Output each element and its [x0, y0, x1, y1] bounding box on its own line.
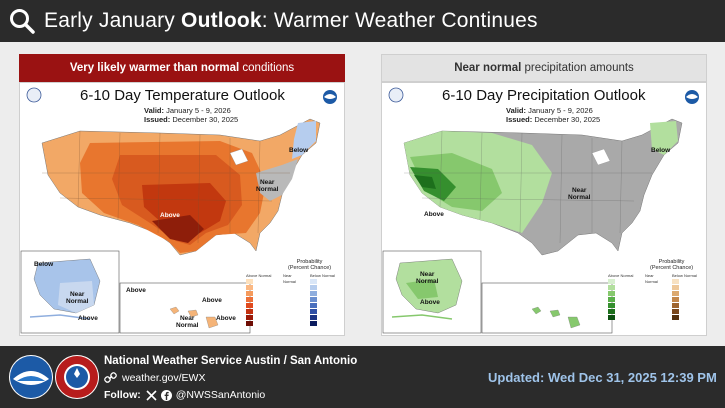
temperature-map-graphic [20, 87, 337, 334]
temperature-map[interactable]: 6-10 Day Temperature Outlook Valid: Janu… [19, 82, 345, 336]
legend-swatch [246, 285, 271, 291]
facebook-icon[interactable] [160, 389, 172, 401]
search-icon [10, 9, 35, 34]
temp-legend-near: Near Normal [283, 273, 296, 284]
legend-swatch [310, 297, 335, 303]
nws-logo-icon [56, 356, 98, 398]
temp-alaska-below: Below [34, 261, 54, 268]
website-link[interactable]: weather.gov/EWX [104, 372, 205, 384]
page-title: Early January Outlook: Warmer Weather Co… [44, 9, 538, 32]
temp-legend-below: Below Normal [310, 273, 335, 327]
temp-legend-title: Probability (Percent Chance) [288, 259, 332, 271]
legend-swatch [246, 303, 271, 309]
footer-bar: National Weather Service Austin / San An… [0, 346, 725, 408]
noaa-logo[interactable] [9, 355, 53, 399]
temperature-issued-date: Issued: December 30, 2025 [144, 115, 239, 124]
temp-label-above: Above [160, 212, 180, 219]
temperature-outlook-panel: Very likely warmer than normal condition… [19, 54, 345, 336]
legend-swatch [608, 315, 633, 321]
precip-label-above: Above [424, 211, 444, 218]
precip-legend-title: Probability (Percent Chance) [650, 259, 694, 271]
temp-alaska-above: Above [78, 315, 98, 322]
precip-alaska-above: Above [420, 299, 440, 306]
social-follow: Follow: @NWSSanAntonio [104, 389, 266, 401]
noaa-logo-icon [10, 356, 52, 398]
main-content: Very likely warmer than normal condition… [0, 42, 725, 346]
doc-seal-icon [26, 87, 42, 103]
precip-label-near-normal: Near Normal [568, 187, 591, 201]
search-button[interactable] [0, 0, 44, 42]
legend-swatch [672, 297, 697, 303]
organization-name: National Weather Service Austin / San An… [104, 355, 358, 367]
temperature-banner: Very likely warmer than normal condition… [19, 54, 345, 82]
legend-swatch [310, 285, 335, 291]
precip-legend-below: Below Normal [672, 273, 697, 321]
precipitation-valid-date: Valid: January 5 - 9, 2026 [506, 106, 593, 115]
legend-swatch [310, 291, 335, 297]
x-twitter-icon[interactable] [146, 389, 157, 401]
doc-seal-icon [388, 87, 404, 103]
legend-swatch [246, 309, 271, 315]
legend-swatch [310, 303, 335, 309]
precip-alaska-near-normal: Near Normal [416, 271, 439, 285]
legend-swatch [246, 321, 271, 327]
temp-inset-near-normal: Near Normal [176, 315, 199, 329]
precipitation-map[interactable]: 6-10 Day Precipitation Outlook Valid: Ja… [381, 82, 707, 336]
temp-legend-above: Above Normal [246, 273, 271, 327]
legend-swatch [672, 303, 697, 309]
temperature-valid-date: Valid: January 5 - 9, 2026 [144, 106, 231, 115]
legend-swatch [608, 279, 633, 285]
legend-swatch [608, 285, 633, 291]
legend-swatch [310, 309, 335, 315]
precip-legend-above: Above Normal [608, 273, 633, 321]
legend-swatch [672, 291, 697, 297]
temp-inset-above-1: Above [202, 297, 222, 304]
temp-label-near-normal: Near Normal [256, 179, 279, 193]
temp-inset-above-2: Above [216, 315, 236, 322]
legend-swatch [310, 315, 335, 321]
precipitation-banner: Near normal precipitation amounts [381, 54, 707, 82]
legend-swatch [608, 303, 633, 309]
precip-label-below: Below [651, 147, 671, 154]
legend-swatch [608, 291, 633, 297]
legend-swatch [246, 315, 271, 321]
temperature-map-title: 6-10 Day Temperature Outlook [80, 87, 285, 104]
link-icon [104, 372, 117, 383]
precipitation-map-graphic [382, 87, 699, 334]
legend-swatch [672, 309, 697, 315]
legend-swatch [608, 297, 633, 303]
legend-swatch [608, 309, 633, 315]
legend-swatch [246, 291, 271, 297]
temp-alaska-near-normal: Near Normal [66, 291, 89, 305]
social-handle[interactable]: @NWSSanAntonio [175, 389, 266, 401]
temp-label-below: Below [289, 147, 309, 154]
precipitation-outlook-panel: Near normal precipitation amounts [381, 54, 707, 336]
header-bar: Early January Outlook: Warmer Weather Co… [0, 0, 725, 42]
temp-hawaii-above: Above [126, 287, 146, 294]
precip-legend-near: Near Normal [645, 273, 658, 284]
legend-swatch [310, 321, 335, 327]
legend-swatch [246, 279, 271, 285]
legend-swatch [246, 297, 271, 303]
legend-swatch [672, 315, 697, 321]
legend-swatch [310, 279, 335, 285]
precipitation-issued-date: Issued: December 30, 2025 [506, 115, 601, 124]
precipitation-map-title: 6-10 Day Precipitation Outlook [442, 87, 646, 104]
updated-timestamp: Updated: Wed Dec 31, 2025 12:39 PM [488, 370, 717, 385]
legend-swatch [672, 279, 697, 285]
nws-logo[interactable] [55, 355, 99, 399]
legend-swatch [672, 285, 697, 291]
